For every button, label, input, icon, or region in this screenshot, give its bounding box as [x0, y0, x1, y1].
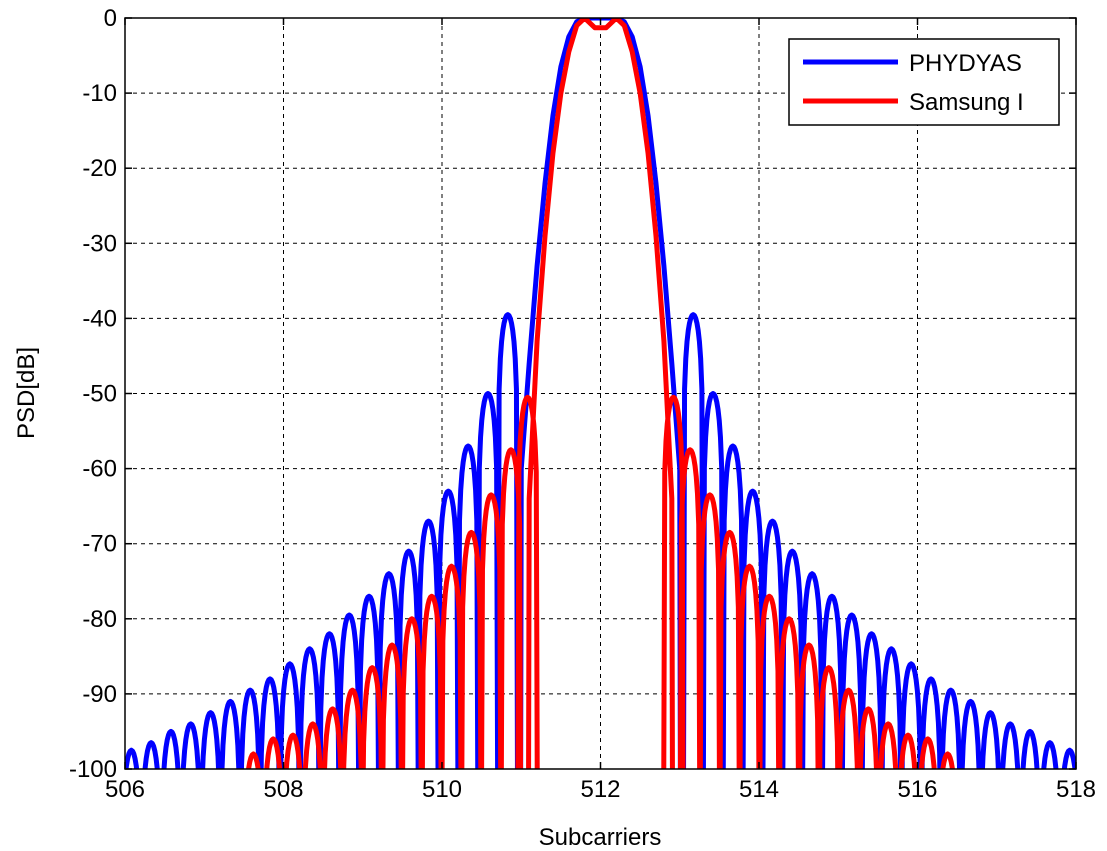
y-axis-ticks: 0 -10 -20 -30 -40 -50 -60 -70 -80 -90 -100	[69, 5, 1076, 783]
legend-box	[788, 38, 1060, 126]
series-line-phydyas	[125, 18, 1076, 769]
y-tick-label: -30	[82, 230, 117, 257]
y-tick-label: 0	[104, 5, 117, 32]
y-tick-label: -20	[82, 155, 117, 182]
y-tick-label: -50	[82, 381, 117, 408]
y-tick-label: -100	[69, 756, 117, 783]
y-tick-label: -60	[82, 456, 117, 483]
legend-label-phydyas: PHYDYAS	[909, 50, 1022, 77]
x-tick-label: 518	[1056, 776, 1096, 803]
x-tick-label: 514	[739, 776, 779, 803]
y-tick-label: -80	[82, 606, 117, 633]
series-line-samsung	[246, 18, 955, 769]
x-tick-label: 512	[580, 776, 620, 803]
x-axis-ticks: 506 508 510 512 514 516 518	[105, 18, 1096, 803]
legend-label-samsung: Samsung I	[909, 89, 1024, 116]
series-layer	[125, 18, 1076, 769]
y-tick-label: -10	[82, 80, 117, 107]
x-tick-label: 508	[263, 776, 303, 803]
x-tick-label: 506	[105, 776, 145, 803]
x-tick-label: 516	[897, 776, 937, 803]
y-axis-label: PSD[dB]	[13, 347, 40, 439]
y-tick-label: -40	[82, 305, 117, 332]
x-tick-label: 510	[422, 776, 462, 803]
x-axis-label: Subcarriers	[539, 824, 662, 851]
legend: PHYDYAS Samsung I	[788, 38, 1060, 126]
y-tick-label: -70	[82, 531, 117, 558]
y-tick-label: -90	[82, 681, 117, 708]
